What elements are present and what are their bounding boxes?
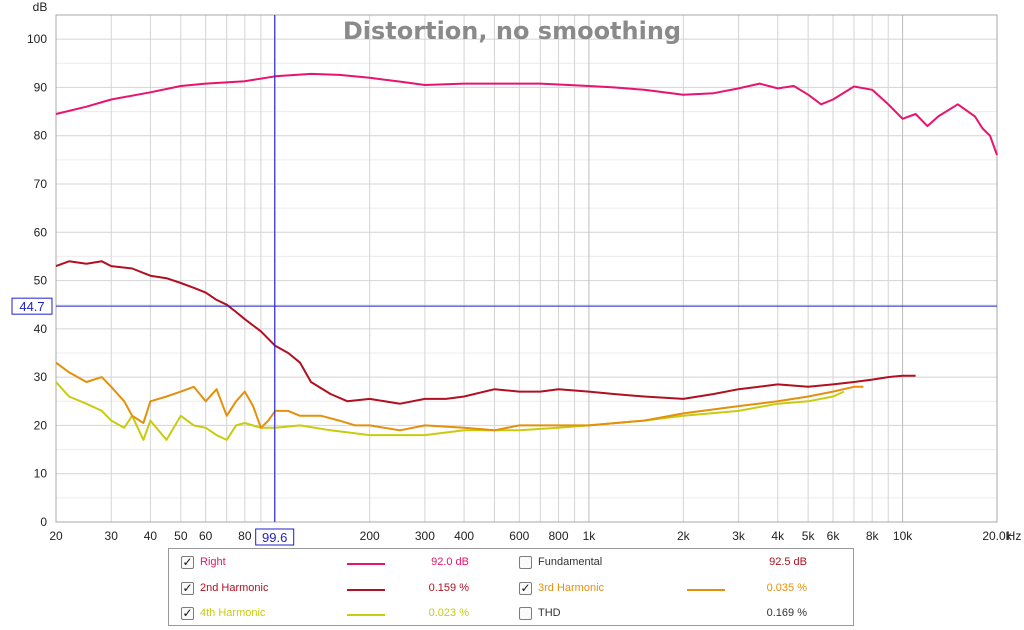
x-tick-label: 4k [771,529,785,543]
x-tick-label: 20 [49,529,63,543]
x-tick-label: 6k [827,529,841,543]
y-tick-label: 0 [40,515,47,529]
legend-value-3rd-harmonic: 0.035 % [766,582,807,594]
x-tick-label: 3k [732,529,746,543]
cursor-y-readout: 44.7 [19,299,44,314]
legend-row: ✓ Right 92.0 dB Fundamental 92.5 dB [169,553,853,573]
x-tick-label: 1k [583,529,597,543]
legend-label-thd: THD [538,607,561,619]
y-tick-label: 100 [27,32,47,46]
x-tick-label: 80 [238,529,252,543]
legend-value-2nd-harmonic: 0.159 % [428,582,469,594]
x-tick-label: 20.0k [982,529,1012,543]
x-axis-unit: Hz [1007,529,1022,543]
legend-row: ✓ 4th Harmonic 0.023 % THD 0.169 % [169,604,853,624]
x-tick-label: 2k [677,529,691,543]
checkbox-thd[interactable] [519,607,532,620]
cursor-crosshair[interactable]: 44.7 99.6 [11,15,997,546]
legend-label-2nd-harmonic: 2nd Harmonic [200,582,269,594]
y-tick-label: 40 [34,322,48,336]
x-tick-label: 8k [866,529,880,543]
distortion-chart: Distortion, no smoothing 0 10 20 30 40 50 60 70… [11,0,1022,546]
cursor-x-readout-box [255,528,295,546]
x-tick-label: 30 [105,529,119,543]
y-axis-unit: dB [33,0,48,14]
legend-label-right: Right [200,556,226,568]
chart-grid [55,14,998,523]
series-layer [55,72,998,441]
legend-swatch-4th-harmonic [347,614,385,616]
legend-panel: ✓ Right 92.0 dB Fundamental 92.5 dB ✓ 2nd Harm… [168,548,854,626]
x-tick-label: 60 [199,529,213,543]
legend-value-right: 92.0 dB [431,556,469,568]
y-tick-label: 30 [34,370,48,384]
plot-border [55,14,998,523]
legend-swatch-right [347,563,385,565]
y-tick-label: 60 [34,225,48,239]
axis-labels: 0 10 20 30 40 50 60 70 80 90 100 20 30 40 50 60 80 200 300… [27,32,1013,543]
y-tick-label: 10 [34,467,48,481]
checkbox-fundamental[interactable] [519,556,532,569]
legend-swatch-3rd-harmonic [687,589,725,591]
cursor-y-readout-box [11,297,53,315]
x-tick-label: 200 [360,529,380,543]
legend-swatch-2nd-harmonic [347,589,385,591]
x-tick-label: 10k [893,529,913,543]
chart-title: Distortion, no smoothing [343,17,681,45]
y-tick-label: 70 [34,177,48,191]
x-tick-label: 400 [454,529,474,543]
x-tick-label: 50 [174,529,188,543]
checkbox-4th-harmonic[interactable]: ✓ [181,606,194,620]
y-tick-label: 90 [34,80,48,94]
legend-value-4th-harmonic: 0.023 % [428,607,469,619]
checkbox-3rd-harmonic[interactable]: ✓ [519,581,532,595]
x-tick-label: 40 [144,529,158,543]
y-tick-label: 80 [34,129,48,143]
legend-label-4th-harmonic: 4th Harmonic [200,607,266,619]
legend-row: ✓ 2nd Harmonic 0.159 % ✓ 3rd Harmonic 0.035 % [169,579,853,599]
legend-value-thd: 0.169 % [766,607,807,619]
checkbox-2nd-harmonic[interactable]: ✓ [181,581,194,595]
x-tick-label: 300 [415,529,435,543]
cursor-x-readout: 99.6 [262,530,287,545]
y-tick-label: 20 [34,418,48,432]
legend-label-3rd-harmonic: 3rd Harmonic [538,582,605,594]
x-tick-label: 600 [509,529,529,543]
series-line-right [55,72,998,156]
x-tick-label: 800 [548,529,568,543]
y-tick-label: 50 [34,274,48,288]
legend-value-fundamental: 92.5 dB [769,556,807,568]
checkbox-right[interactable]: ✓ [181,555,194,569]
series-line-2nd-harmonic [55,260,916,405]
legend-label-fundamental: Fundamental [538,556,603,568]
x-tick-label: 5k [802,529,816,543]
series-line-3rd-harmonic [55,361,864,432]
